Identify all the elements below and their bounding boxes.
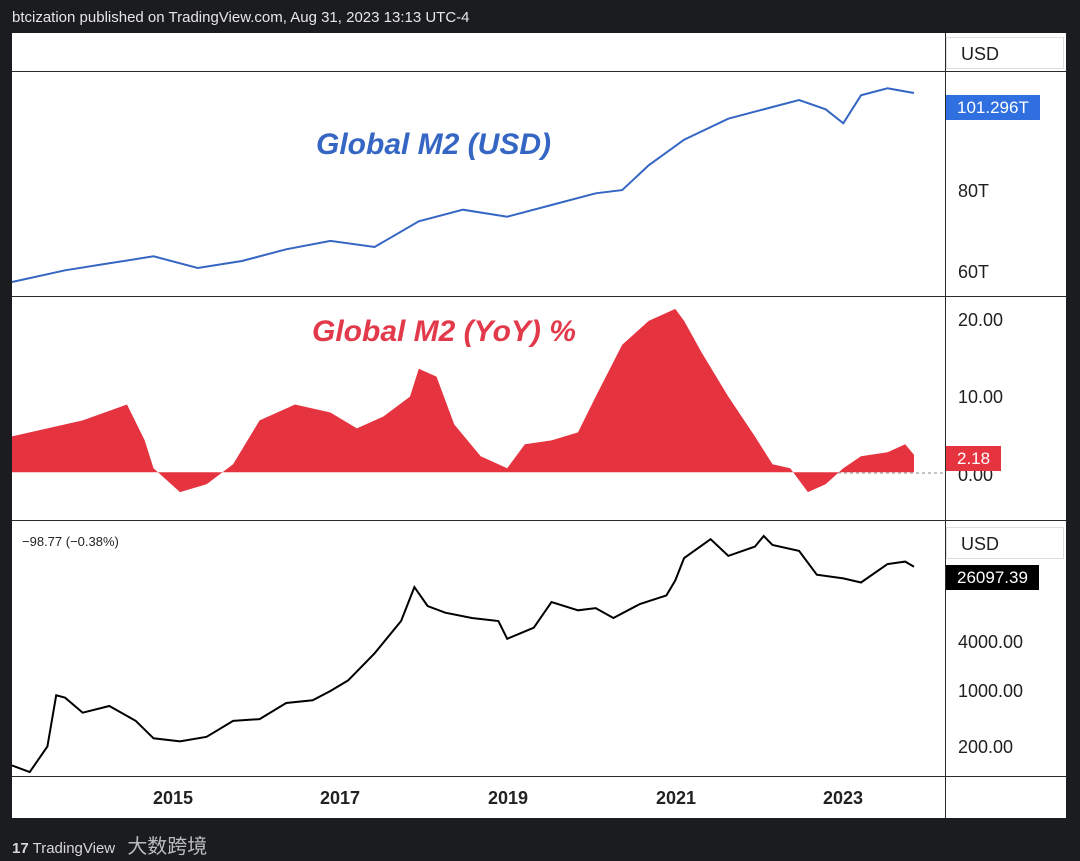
footer-watermark-text: 大数跨境 (127, 836, 208, 858)
price-axis-separator (945, 33, 946, 818)
pane-separator (12, 296, 1066, 297)
yoy-y-tick: 10.00 (958, 387, 1004, 407)
footer-brand: TradingView (32, 840, 116, 857)
yoy-last-value-badge: 2.18 (946, 446, 1002, 471)
btc-y-tick: 200.00 (958, 737, 1014, 757)
x-tick-2019: 2019 (488, 788, 529, 808)
time-axis-separator (12, 776, 1066, 777)
m2-title: Global M2 (USD) (316, 128, 552, 161)
x-tick-2021: 2021 (656, 788, 697, 808)
m2-y-tick: 60T (958, 262, 990, 282)
m2-line (11, 87, 915, 283)
chart-frame (12, 33, 1066, 818)
x-tick-2015: 2015 (153, 788, 194, 808)
btc-y-tick: 4000.00 (958, 632, 1024, 652)
yoy-title: Global M2 (YoY) % (312, 315, 576, 348)
yoy-area (12, 308, 914, 493)
m2-y-tick: 80T (958, 181, 990, 201)
btc-currency-label[interactable]: USD (946, 527, 1064, 559)
btc-last-value-badge: 26097.39 (946, 565, 1039, 590)
publish-header: btcization published on TradingView.com,… (12, 9, 470, 26)
yoy-y-tick: 20.00 (958, 310, 1004, 330)
x-tick-2023: 2023 (823, 788, 864, 808)
m2-currency-label[interactable]: USD (946, 37, 1064, 69)
btc-y-tick: 1000.00 (958, 681, 1024, 701)
footer-watermark: 17 TradingView 大数跨境 (12, 830, 207, 859)
m2-last-value-badge: 101.296T (946, 95, 1040, 120)
btc-line (11, 534, 915, 774)
pane-separator (12, 71, 1066, 72)
pane-separator (12, 520, 1066, 521)
x-tick-2017: 2017 (320, 788, 361, 808)
tradingview-logo-icon: 17 (12, 840, 29, 857)
btc-change-legend: −98.77 (−0.38%) (22, 534, 119, 549)
